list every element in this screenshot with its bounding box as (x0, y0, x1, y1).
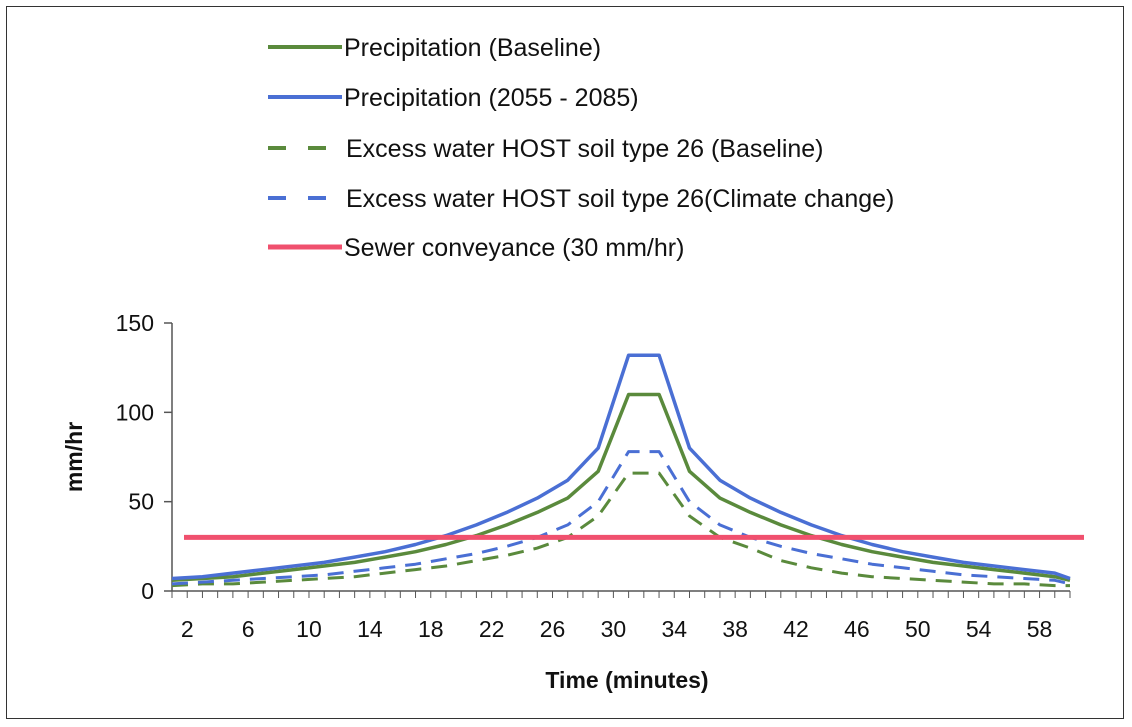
y-tick-label: 100 (116, 399, 154, 425)
x-tick-label: 54 (966, 616, 992, 642)
x-tick-label: 58 (1027, 616, 1053, 642)
x-tick-label: 18 (418, 616, 444, 642)
x-tick-label: 46 (844, 616, 870, 642)
x-ticks: 2 6 10 14 18 22 26 30 34 38 42 46 50 54 58 (171, 591, 1071, 642)
x-tick-label: 2 (181, 616, 194, 642)
legend-label: Precipitation (Baseline) (344, 34, 601, 62)
series-line-2 (171, 353, 1071, 581)
x-tick-label: 50 (905, 616, 931, 642)
x-tick-label: 10 (296, 616, 322, 642)
plot-area (171, 353, 1084, 588)
x-tick-label: 34 (661, 616, 687, 642)
x-tick-label: 38 (722, 616, 748, 642)
x-tick-label: 26 (540, 616, 566, 642)
legend-label: Precipitation (2055 - 2085) (344, 84, 639, 112)
legend-label: Sewer conveyance (30 mm/hr) (344, 234, 684, 262)
x-axis-title: Time (minutes) (545, 667, 708, 693)
series-line-4 (171, 450, 1071, 586)
legend: Precipitation (Baseline) Precipitation (2… (268, 34, 894, 262)
x-tick-label: 42 (783, 616, 809, 642)
y-tick-label: 0 (141, 578, 154, 604)
x-tick-label: 14 (357, 616, 383, 642)
legend-label: Excess water HOST soil type 26 (Baseline… (346, 135, 824, 163)
y-axis-title: mm/hr (61, 422, 87, 492)
chart-frame (6, 6, 1124, 719)
y-ticks: 0 50 100 150 (116, 310, 172, 604)
series-line-1 (171, 392, 1071, 583)
y-tick-label: 50 (128, 489, 154, 515)
x-tick-label: 22 (479, 616, 505, 642)
x-tick-label: 30 (601, 616, 627, 642)
y-tick-label: 150 (116, 310, 154, 336)
x-tick-label: 6 (242, 616, 255, 642)
legend-label: Excess water HOST soil type 26(Climate c… (346, 185, 894, 213)
